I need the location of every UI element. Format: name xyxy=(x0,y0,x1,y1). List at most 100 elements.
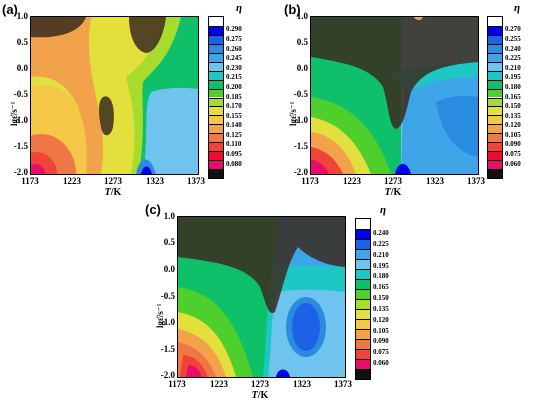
x-axis-label: T/K xyxy=(384,187,402,198)
colorbar-swatch xyxy=(356,219,370,229)
x-tick-label: 1273 xyxy=(104,176,122,186)
colorbar-swatch xyxy=(356,239,370,249)
colorbar-swatch xyxy=(209,133,223,143)
contour-band-light-blue xyxy=(143,87,198,174)
y-tick-label: -2.0 xyxy=(293,167,308,177)
colorbar-tick-label: 0.120 xyxy=(373,315,389,324)
colorbar-swatch xyxy=(209,106,223,116)
y-tick-label: -1.0 xyxy=(13,115,28,125)
colorbar-swatch xyxy=(209,97,223,107)
colorbar-swatch xyxy=(488,25,502,35)
colorbar-tick-label: 0.260 xyxy=(226,44,242,53)
colorbar-tick-label: 0.095 xyxy=(226,150,242,158)
contour-plot xyxy=(30,16,199,175)
colorbar-swatch xyxy=(356,339,370,349)
colorbar-title: η xyxy=(514,2,521,14)
colorbar xyxy=(208,16,224,179)
x-tick-label: 1323 xyxy=(146,176,164,186)
colorbar-tick-label: 0.150 xyxy=(505,102,521,111)
colorbar-swatch xyxy=(488,70,502,80)
colorbar-swatch xyxy=(356,359,370,369)
contour-band-magenta-low xyxy=(31,164,45,174)
colorbar-tick-label: 0.105 xyxy=(373,326,389,335)
colorbar-swatch xyxy=(356,369,370,379)
colorbar-tick-label: 0.200 xyxy=(226,82,242,91)
colorbar-tick-label: 0.075 xyxy=(373,348,389,357)
colorbar-tick-label: 0.060 xyxy=(505,159,521,168)
colorbar-tick-label: 0.240 xyxy=(373,229,389,237)
colorbar-tick-label: 0.105 xyxy=(505,130,521,139)
colorbar-swatch xyxy=(488,124,502,134)
colorbar-swatch xyxy=(209,79,223,89)
colorbar-swatch xyxy=(209,169,223,178)
y-tick-label: 1.0 xyxy=(163,211,175,221)
y-tick-label: 0.0 xyxy=(16,63,28,73)
colorbar-tick-label: 0.120 xyxy=(505,121,521,130)
colorbar-swatch xyxy=(209,160,223,170)
y-tick-label: 1.0 xyxy=(16,11,28,21)
y-tick-label: -0.5 xyxy=(13,89,28,99)
x-tick-label: 1223 xyxy=(210,379,228,389)
colorbar-swatch xyxy=(209,151,223,161)
panel-label: (c) xyxy=(145,202,161,217)
contour-plot xyxy=(177,216,346,378)
colorbar-swatch xyxy=(356,229,370,239)
y-tick-label: -0.5 xyxy=(160,291,175,301)
colorbar-swatch xyxy=(209,70,223,80)
instability-region-1 xyxy=(311,17,478,129)
x-tick-label: 1373 xyxy=(467,176,485,186)
colorbar-swatch xyxy=(488,151,502,161)
colorbar-swatch xyxy=(488,43,502,53)
colorbar-tick-label: 0.165 xyxy=(373,283,389,292)
colorbar-tick-label: 0.195 xyxy=(505,73,521,82)
instability-region-3 xyxy=(98,96,114,136)
contour-band-deep-blue-blob xyxy=(292,303,320,351)
colorbar-swatch xyxy=(488,97,502,107)
colorbar-tick-label: 0.090 xyxy=(373,337,389,346)
contour-band-yellow xyxy=(88,17,151,174)
colorbar-swatch xyxy=(488,17,502,26)
y-axis-label: lgε̇/s⁻¹ xyxy=(9,101,19,126)
colorbar xyxy=(487,16,503,179)
colorbar-swatch xyxy=(356,249,370,259)
contour-band-deep-blue xyxy=(395,163,411,174)
colorbar-swatch xyxy=(209,88,223,98)
colorbar-swatch xyxy=(356,289,370,299)
colorbar-title: η xyxy=(236,2,243,14)
contour-band-deep-blue-bottom xyxy=(276,369,290,377)
colorbar-swatch xyxy=(488,142,502,152)
x-axis-label: T/K xyxy=(104,187,122,198)
instability-region-1 xyxy=(178,217,345,313)
x-tick-label: 1273 xyxy=(251,379,269,389)
y-tick-label: -2.0 xyxy=(160,370,175,380)
colorbar xyxy=(355,218,371,380)
colorbar-swatch xyxy=(488,34,502,44)
y-axis-label: lgε̇/s⁻¹ xyxy=(288,101,298,126)
colorbar-swatch xyxy=(209,142,223,152)
colorbar-swatch xyxy=(209,43,223,53)
colorbar-tick-label: 0.275 xyxy=(226,35,242,43)
y-tick-label: 0.0 xyxy=(296,63,308,73)
colorbar-tick-label: 0.080 xyxy=(226,159,242,168)
colorbar-tick-label: 0.185 xyxy=(226,92,242,101)
y-tick-label: 0.5 xyxy=(296,37,308,47)
y-tick-label: -1.5 xyxy=(13,141,28,151)
colorbar-swatch xyxy=(356,269,370,279)
colorbar-tick-label: 0.180 xyxy=(505,82,521,91)
colorbar-tick-label: 0.270 xyxy=(505,25,521,34)
panel-label: (b) xyxy=(284,2,301,17)
contour-band-deep-blue xyxy=(141,166,152,174)
x-tick-label: 1223 xyxy=(63,176,81,186)
colorbar-tick-label: 0.180 xyxy=(373,272,389,281)
colorbar-tick-label: 0.210 xyxy=(373,250,389,259)
colorbar-swatch xyxy=(488,133,502,143)
colorbar-swatch xyxy=(356,279,370,289)
colorbar-tick-label: 0.140 xyxy=(226,121,242,130)
colorbar-tick-label: 0.255 xyxy=(505,35,521,43)
y-tick-label: -2.0 xyxy=(13,167,28,177)
colorbar-tick-label: 0.135 xyxy=(505,111,521,120)
y-tick-label: 0.5 xyxy=(16,37,28,47)
colorbar-tick-label: 0.290 xyxy=(226,25,242,34)
x-tick-label: 1373 xyxy=(187,176,205,186)
x-tick-label: 1273 xyxy=(384,176,402,186)
